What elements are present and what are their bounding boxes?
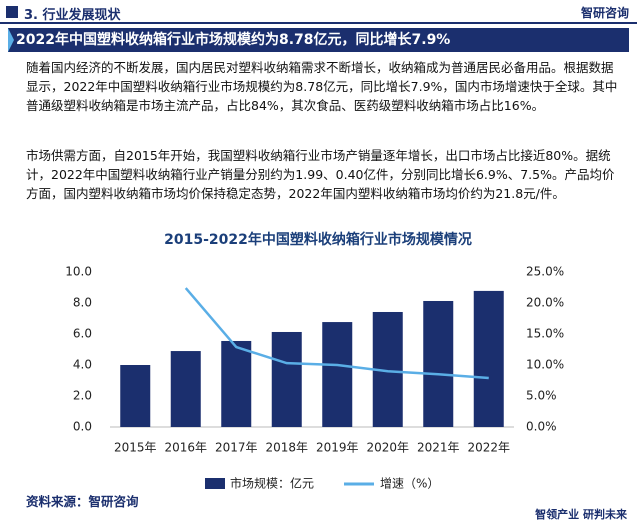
header-rule — [0, 22, 637, 24]
legend-swatch — [205, 478, 225, 489]
x-tick-label: 2019年 — [316, 441, 359, 455]
y2-tick-label: 0.0% — [526, 420, 557, 434]
header-icon — [6, 6, 18, 18]
x-tick-label: 2020年 — [366, 441, 409, 455]
section-title: 3. 行业发展现状 — [24, 8, 121, 23]
x-tick-label: 2016年 — [164, 441, 207, 455]
bar — [473, 290, 504, 427]
legend-label: 增速（%） — [380, 477, 439, 491]
paragraph: 随着国内经济的不断发展，国内居民对塑料收纳箱需求不断增长，收纳箱成为普通居民必备… — [26, 60, 618, 113]
x-tick-label: 2018年 — [265, 441, 308, 455]
y-tick-label: 8.0 — [73, 296, 92, 310]
header: 3. 行业发展现状 智研咨询 — [0, 0, 637, 24]
bar — [423, 300, 454, 427]
bar — [221, 340, 252, 427]
y-tick-label: 10.0 — [65, 265, 92, 279]
line — [184, 287, 489, 380]
y-tick-label: 0.0 — [73, 420, 92, 434]
y2-tick-label: 10.0% — [526, 358, 564, 372]
y-tick-label: 4.0 — [73, 358, 92, 372]
y-tick-label: 2.0 — [73, 389, 92, 403]
bar — [271, 331, 302, 427]
chart: 2015-2022年中国塑料收纳箱行业市场规模情况 0.0 2.0 4.0 6.0 8.… — [65, 231, 564, 491]
banner-text: 2022年中国塑料收纳箱行业市场规模约为8.78亿元，同比增长7.9% — [16, 32, 451, 48]
x-tick-label: 2021年 — [417, 441, 460, 455]
y-tick-label: 6.0 — [73, 327, 92, 341]
logo: 智研咨询 — [580, 6, 629, 20]
x-tick-label: 2015年 — [114, 441, 157, 455]
bar — [322, 322, 353, 427]
chart-title: 2015-2022年中国塑料收纳箱行业市场规模情况 — [164, 231, 472, 248]
x-tick-label: 2022年 — [467, 441, 510, 455]
paragraph: 市场供需方面，自2015年开始，我国塑料收纳箱行业市场产销量逐年增长，出口市场占… — [26, 148, 615, 201]
source: 资料来源：智研咨询 — [26, 494, 139, 509]
banner-marker — [8, 28, 14, 52]
y2-tick-label: 15.0% — [526, 327, 564, 341]
bar — [170, 351, 201, 427]
y2-tick-label: 20.0% — [526, 296, 564, 310]
legend-label: 市场规模：亿元 — [230, 476, 314, 491]
footer: 智领产业 研判未来 — [535, 508, 627, 521]
y2-tick-label: 5.0% — [526, 389, 557, 403]
x-tick-label: 2017年 — [215, 441, 258, 455]
banner: 2022年中国塑料收纳箱行业市场规模约为8.78亿元，同比增长7.9% — [8, 28, 629, 52]
bar — [120, 365, 151, 427]
y2-tick-label: 25.0% — [526, 265, 564, 279]
